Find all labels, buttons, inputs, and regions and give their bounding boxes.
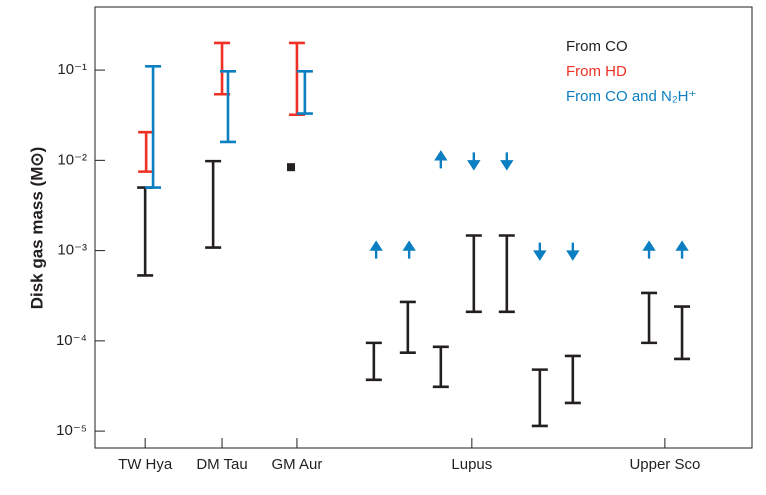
- legend-entry: From CO: [566, 38, 628, 55]
- y-tick-label: 10⁻³: [57, 242, 87, 259]
- limit-arrow: [566, 242, 580, 261]
- legend-entry: From HD: [566, 63, 627, 80]
- range-bar: [205, 159, 222, 249]
- limit-arrow: [533, 242, 547, 261]
- range-bar: [564, 354, 581, 405]
- limit-arrow: [434, 150, 448, 169]
- limit-arrow: [369, 240, 383, 259]
- range-bar: [531, 368, 548, 428]
- range-bar: [288, 41, 305, 117]
- limit-arrow: [467, 152, 481, 171]
- x-tick-label: GM Aur: [272, 456, 323, 473]
- limit-arrow: [675, 240, 689, 259]
- x-tick-label: Lupus: [451, 456, 492, 473]
- point: [287, 163, 296, 172]
- y-tick-label: 10⁻²: [57, 151, 87, 168]
- range-bar: [365, 341, 382, 382]
- x-tick-label: DM Tau: [196, 456, 247, 473]
- plot-frame: [94, 6, 753, 449]
- limit-arrow: [642, 240, 656, 259]
- x-tick-label: Upper Sco: [629, 456, 700, 473]
- range-bar: [296, 69, 313, 115]
- range-bar: [641, 291, 658, 345]
- range-bar: [498, 234, 515, 314]
- range-bar: [138, 130, 155, 173]
- range-bar: [465, 234, 482, 314]
- y-tick-label: 10⁻⁴: [56, 332, 87, 349]
- y-tick-label: 10⁻⁵: [56, 422, 87, 439]
- limit-arrow: [500, 152, 514, 171]
- y-tick-label: 10⁻¹: [57, 61, 87, 78]
- y-axis-label: Disk gas mass (M⊙): [27, 147, 46, 310]
- limit-arrow: [402, 240, 416, 259]
- range-bar: [674, 305, 691, 361]
- range-bar: [145, 65, 162, 189]
- legend-entry: From CO and N₂H⁺: [566, 88, 696, 105]
- range-bar: [219, 69, 236, 144]
- range-bar: [399, 300, 416, 354]
- range-bar: [432, 345, 449, 389]
- range-bar: [137, 186, 154, 277]
- x-tick-label: TW Hya: [118, 456, 173, 473]
